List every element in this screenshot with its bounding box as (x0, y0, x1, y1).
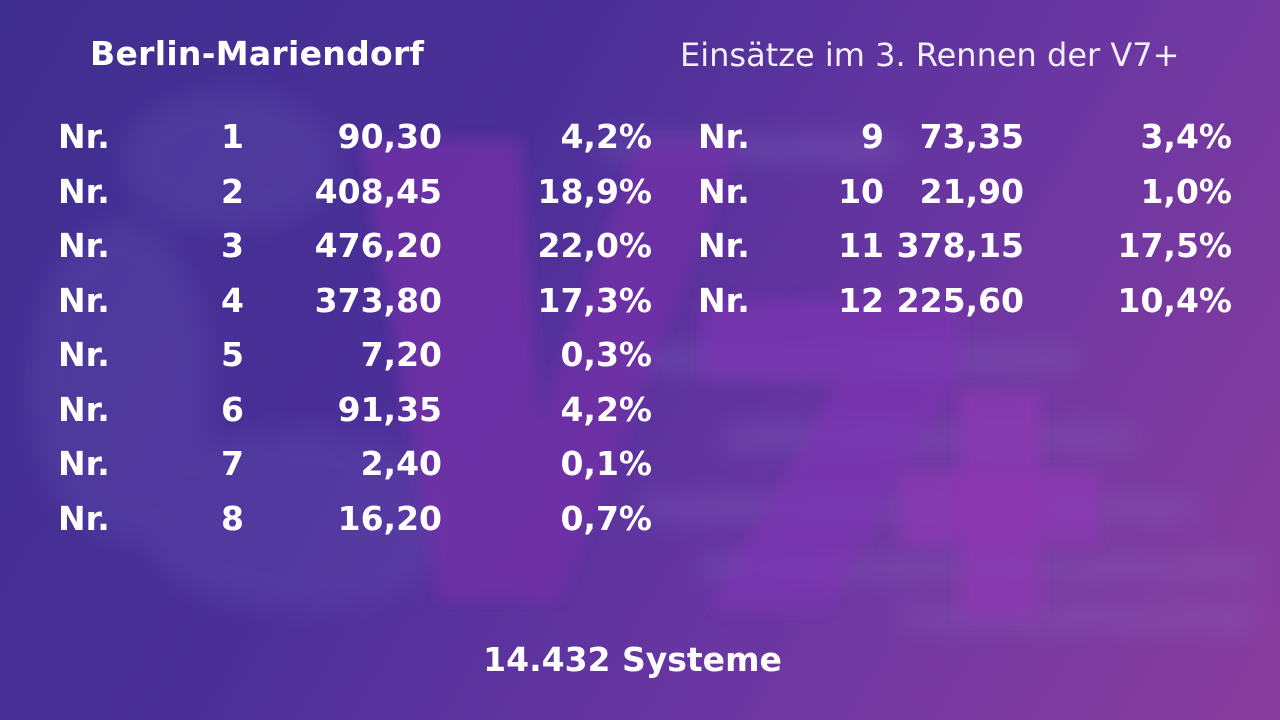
stake-percent: 0,1% (560, 444, 652, 483)
row-label: Nr. (58, 389, 110, 429)
stake-amount: 7,20 (360, 335, 442, 374)
stake-percent: 18,9% (537, 171, 653, 211)
systems-count: 14.432 Systeme (483, 640, 782, 679)
row-label: Nr. (58, 444, 110, 483)
row-label: Nr. (58, 171, 110, 211)
horse-number: 11 (838, 226, 884, 265)
row-label: Nr. (58, 498, 110, 538)
row-label: Nr. (58, 280, 110, 320)
stake-percent: 3,4% (1140, 117, 1232, 156)
horse-number: 4 (221, 280, 244, 320)
stake-percent: 4,2% (560, 389, 652, 429)
stake-amount: 408,45 (314, 171, 442, 211)
stake-amount: 21,90 (919, 171, 1024, 211)
stake-amount: 16,20 (337, 498, 442, 538)
stake-amount: 91,35 (337, 389, 442, 429)
horse-number: 6 (221, 389, 244, 429)
horse-number: 5 (221, 335, 244, 374)
row-label: Nr. (58, 335, 110, 374)
horse-number: 9 (861, 117, 884, 156)
horse-number: 2 (221, 171, 244, 211)
stake-amount: 2,40 (360, 444, 442, 483)
row-label: Nr. (58, 117, 110, 156)
stake-percent: 0,7% (560, 498, 652, 538)
stake-percent: 17,5% (1117, 226, 1233, 265)
race-title: Einsätze im 3. Rennen der V7+ (680, 36, 1180, 74)
stake-percent: 4,2% (560, 117, 652, 156)
stake-percent: 0,3% (560, 335, 652, 374)
stake-amount: 378,15 (896, 226, 1024, 265)
horse-number: 10 (838, 171, 884, 211)
stake-percent: 22,0% (537, 226, 653, 265)
horse-number: 8 (221, 498, 244, 538)
stake-percent: 10,4% (1117, 280, 1233, 320)
row-label: Nr. (698, 226, 750, 265)
row-label: Nr. (698, 171, 750, 211)
row-label: Nr. (58, 226, 110, 265)
row-label: Nr. (698, 117, 750, 156)
horse-number: 1 (221, 117, 244, 156)
stake-percent: 1,0% (1140, 171, 1232, 211)
horse-number: 12 (838, 280, 884, 320)
stake-amount: 90,30 (337, 117, 442, 156)
venue-title: Berlin-Mariendorf (90, 34, 425, 73)
stake-amount: 373,80 (314, 280, 442, 320)
row-label: Nr. (698, 280, 750, 320)
horse-number: 7 (221, 444, 244, 483)
stake-percent: 17,3% (537, 280, 653, 320)
stake-amount: 225,60 (896, 280, 1024, 320)
stake-amount: 476,20 (314, 226, 442, 265)
stake-amount: 73,35 (919, 117, 1024, 156)
horse-number: 3 (221, 226, 244, 265)
